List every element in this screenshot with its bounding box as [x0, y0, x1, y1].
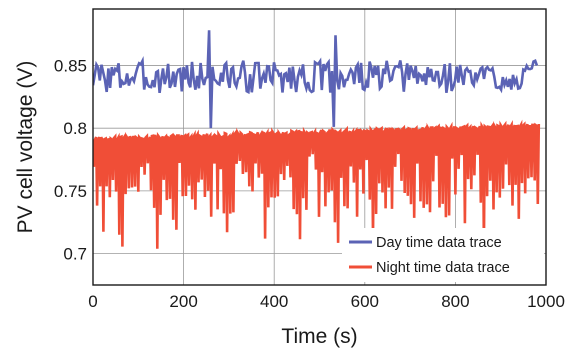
- series-line-night: [93, 119, 541, 249]
- y-axis-label: PV cell voltage (V): [14, 61, 37, 234]
- legend-label-night: Night time data trace: [376, 260, 510, 276]
- series-line-day: [93, 30, 539, 129]
- x-tick-label: 800: [441, 292, 469, 311]
- plot-frame: [92, 8, 547, 286]
- legend-label-day: Day time data trace: [376, 235, 502, 251]
- y-tick-label: 0.7: [63, 245, 87, 264]
- series-layer: [93, 30, 541, 249]
- legend-box: [342, 228, 544, 282]
- y-axis-ticks: 0.7 0.75 0.8 0.85: [54, 56, 87, 263]
- x-tick-label: 0: [88, 292, 97, 311]
- x-tick-label: 600: [351, 292, 379, 311]
- legend: Day time data trace Night time data trac…: [342, 228, 544, 282]
- y-tick-label: 0.75: [54, 182, 87, 201]
- y-tick-label: 0.85: [54, 56, 87, 75]
- x-tick-label: 200: [169, 292, 197, 311]
- x-tick-label: 1000: [527, 292, 565, 311]
- y-tick-label: 0.8: [63, 119, 87, 138]
- x-axis-label: Time (s): [281, 325, 357, 348]
- x-tick-label: 400: [260, 292, 288, 311]
- x-axis-ticks: 0 200 400 600 800 1000: [88, 292, 565, 311]
